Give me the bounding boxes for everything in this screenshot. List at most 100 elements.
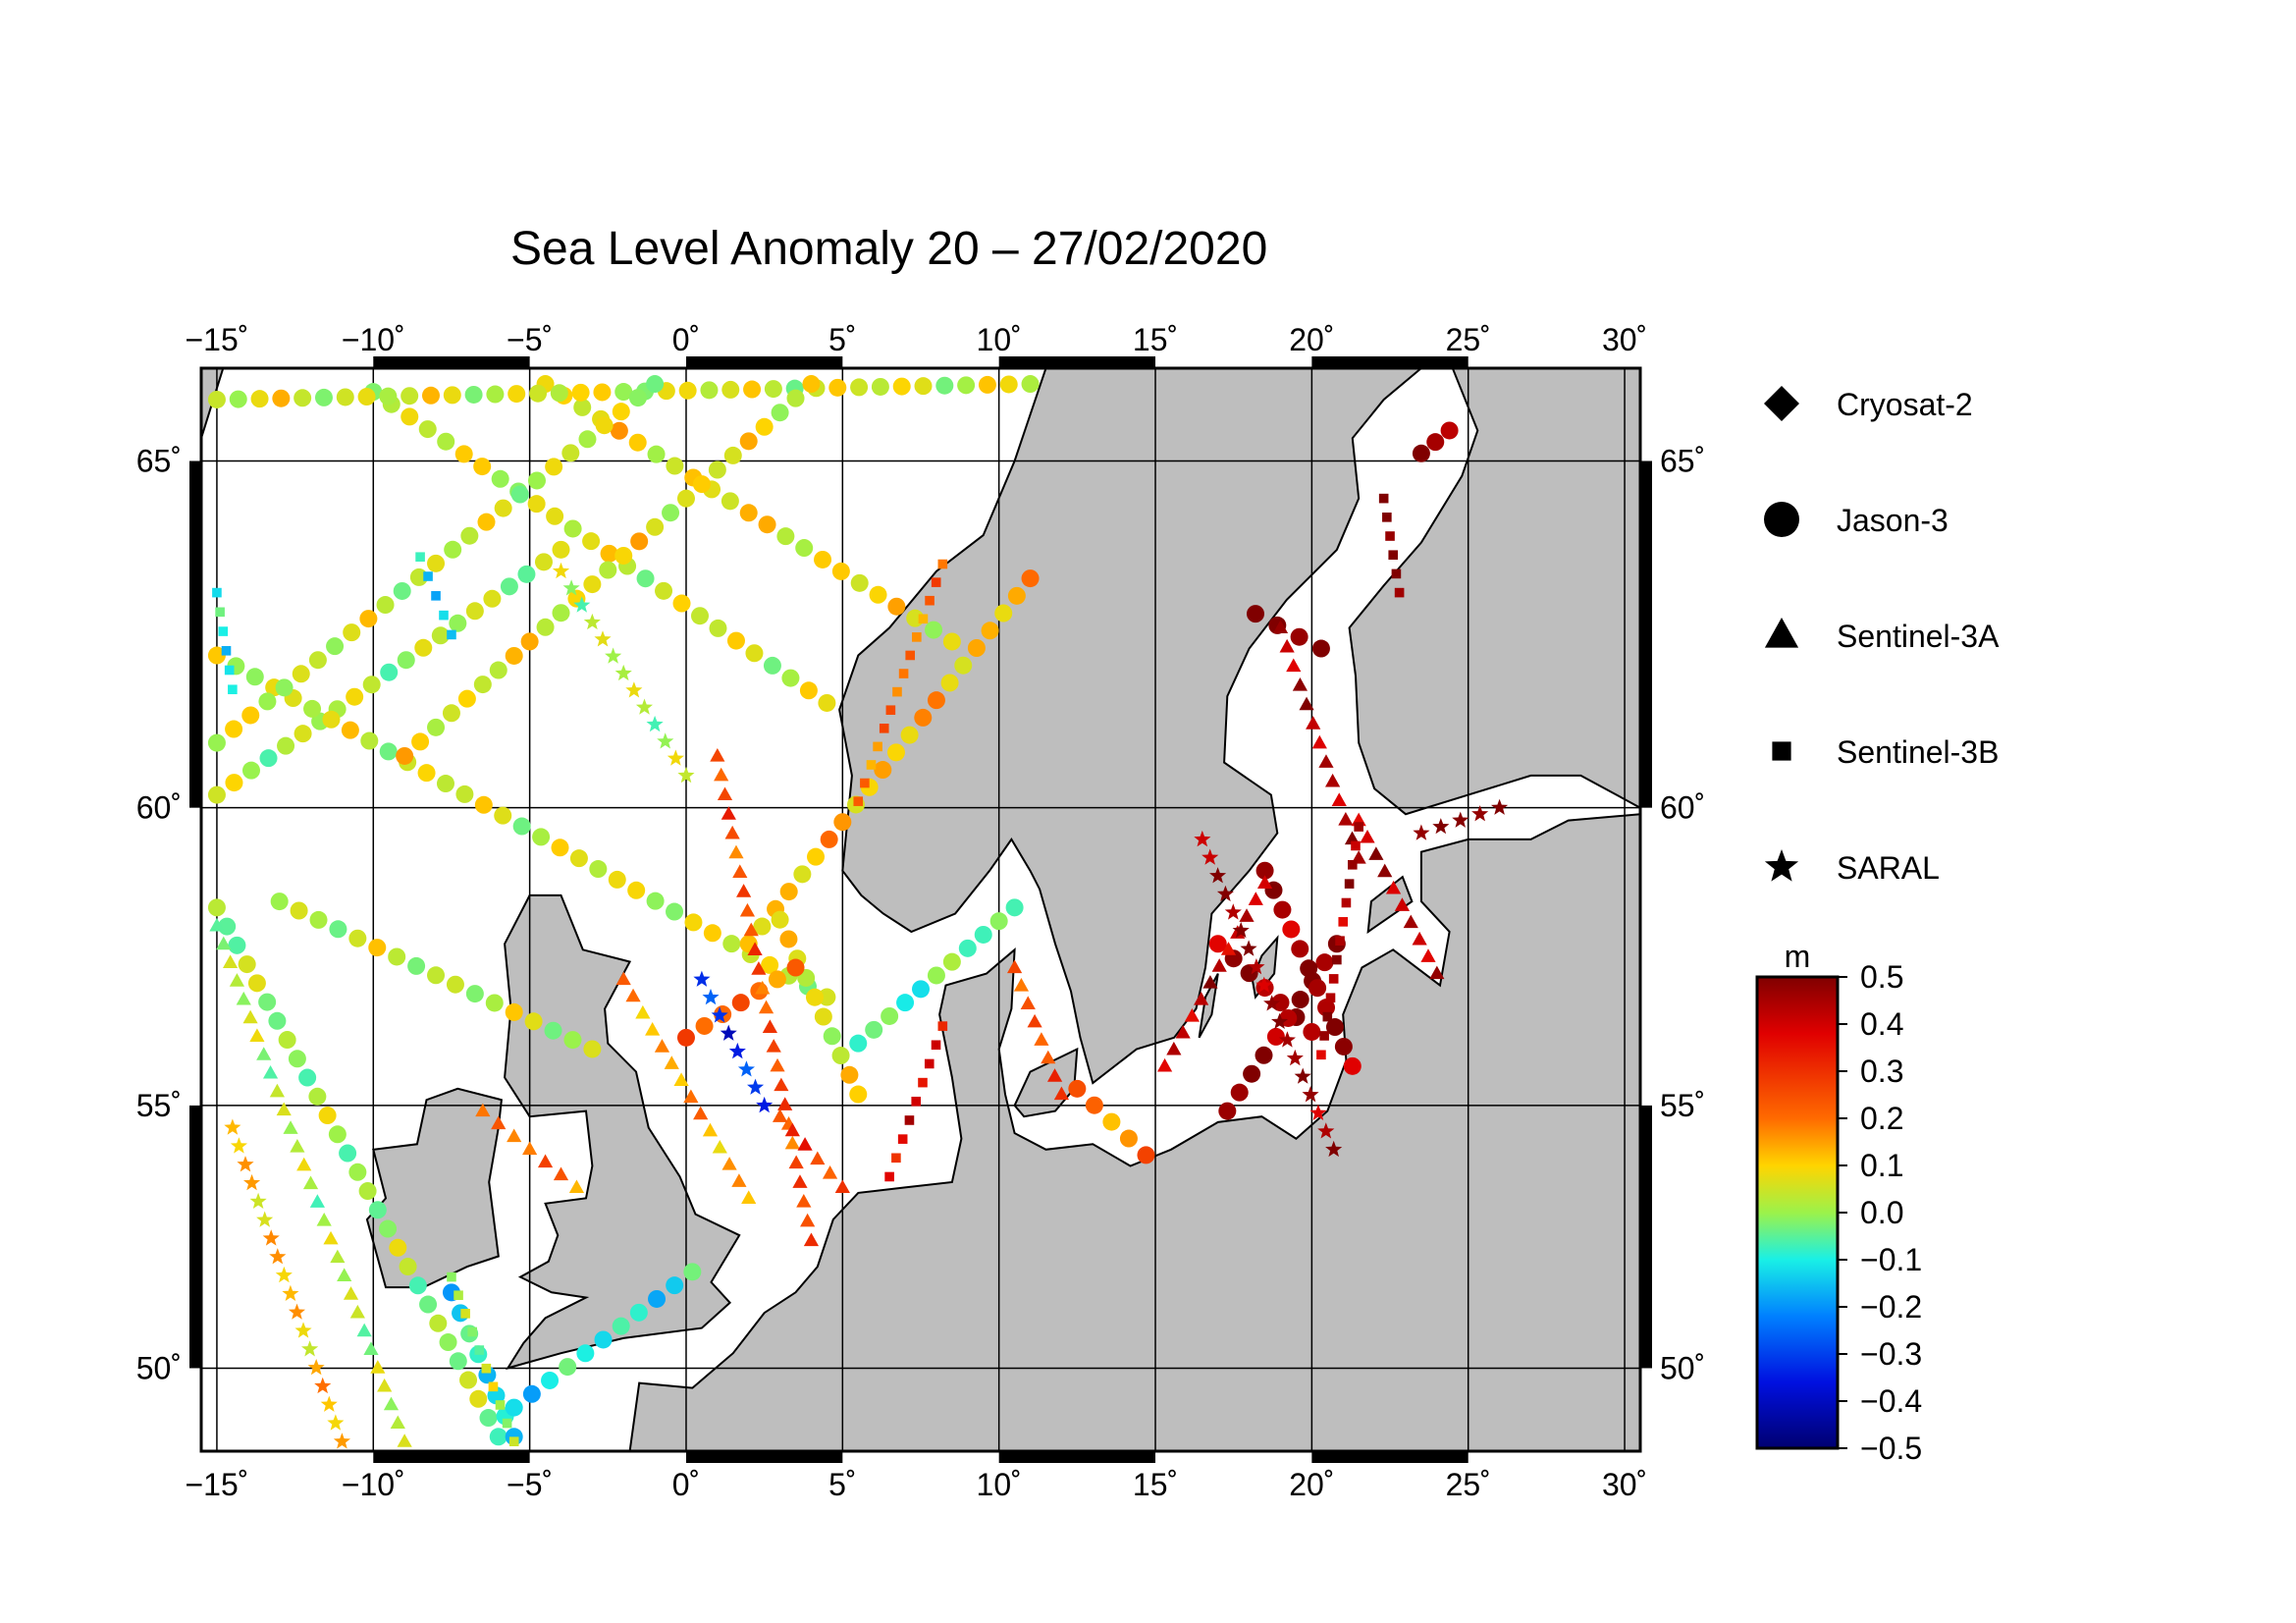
observation-circle (914, 377, 933, 396)
lon-tick-label-top: −15˚ (185, 322, 248, 357)
legend-symbol-diamond (1764, 386, 1799, 421)
observation-circle (646, 892, 665, 910)
observation-star (562, 579, 580, 596)
observation-triangle (736, 884, 752, 897)
observation-circle (294, 725, 312, 743)
lon-tick-label-bottom: −5˚ (507, 1467, 553, 1502)
observation-circle (763, 656, 781, 675)
observation-square (508, 1436, 519, 1447)
observation-circle (1308, 979, 1327, 998)
land-finland-russia (1348, 368, 1640, 816)
observation-circle (599, 561, 617, 579)
observation-circle (552, 604, 570, 622)
frame-bar-top (685, 356, 843, 368)
observation-triangle (1286, 658, 1302, 673)
observation-circle (850, 573, 869, 592)
observation-square (873, 741, 882, 752)
observation-circle (473, 458, 492, 476)
observation-circle (396, 746, 414, 765)
observation-triangle (262, 1064, 279, 1079)
observation-circle (900, 726, 919, 744)
track-jason-3-1 (207, 646, 836, 1006)
colorbar-tick-label: −0.3 (1860, 1336, 1922, 1372)
observation-circle (666, 1276, 684, 1295)
observation-circle (925, 621, 943, 639)
observation-circle (1311, 639, 1330, 658)
observation-circle (436, 775, 454, 793)
track-jason-3-19 (1255, 861, 1362, 1075)
observation-square (454, 1290, 463, 1301)
land-saaremaa (1366, 875, 1414, 935)
observation-triangle (683, 1089, 699, 1104)
observation-triangle (1007, 959, 1023, 974)
observation-circle (241, 761, 260, 780)
observation-square (1378, 493, 1389, 504)
observation-circle (507, 385, 526, 404)
observation-circle (849, 1034, 868, 1053)
observation-circle (308, 651, 327, 670)
observation-square (931, 1040, 941, 1051)
observation-circle (500, 577, 518, 596)
observation-circle (781, 669, 800, 687)
observation-circle (419, 1295, 438, 1314)
track-sentinel-3a-25 (615, 971, 757, 1204)
observation-circle (954, 656, 973, 675)
track-sentinel-3a-21 (209, 917, 412, 1447)
observation-circle (583, 575, 602, 594)
observation-circle (814, 550, 832, 568)
colorbar-tick-label: 0.0 (1860, 1195, 1903, 1230)
observation-star (1248, 958, 1265, 975)
track-sentinel-3a-28 (1272, 620, 1366, 864)
observation-triangle (1156, 1057, 1173, 1072)
observation-circle (1085, 1096, 1103, 1114)
lon-tick-label-bottom: 30˚ (1602, 1467, 1647, 1502)
observation-triangle (1420, 948, 1436, 962)
observation-triangle (1256, 875, 1273, 889)
observation-circle (442, 704, 460, 723)
observation-circle (379, 1219, 398, 1238)
observation-star (327, 1414, 345, 1431)
track-jason-3-0 (207, 540, 570, 804)
lon-tick-label-bottom: 10˚ (977, 1467, 1022, 1502)
observation-circle (563, 1031, 582, 1050)
observation-circle (444, 540, 462, 559)
frame-bar-top (998, 356, 1156, 368)
track-saral-40 (1194, 830, 1343, 1158)
observation-circle (474, 795, 493, 814)
observation-triangle (664, 1055, 679, 1069)
observation-square (460, 1309, 470, 1319)
observation-triangle (537, 1154, 554, 1168)
observation-circle (628, 433, 647, 452)
observation-triangle (1325, 773, 1341, 787)
observation-circle (647, 445, 666, 463)
lat-tick-label-right: 55˚ (1660, 1088, 1705, 1123)
observation-star (1216, 885, 1234, 901)
track-sentinel-3b-32 (447, 1271, 519, 1447)
observation-circle (510, 485, 529, 504)
track-sentinel-3a-27 (1156, 875, 1273, 1072)
observation-triangle (728, 844, 744, 859)
observation-star (1294, 1067, 1311, 1084)
observation-circle (225, 720, 243, 738)
observation-triangle (796, 1194, 812, 1208)
observation-triangle (522, 1141, 538, 1156)
track-sentinel-3b-34 (884, 1021, 948, 1182)
observation-circle (238, 955, 256, 974)
observation-star (294, 1322, 312, 1338)
track-jason-3-18 (1218, 935, 1346, 1120)
track-sentinel-3b-31 (415, 552, 456, 640)
lon-tick-label-top: 0˚ (672, 322, 700, 357)
observation-triangle (1311, 734, 1327, 749)
observation-circle (678, 381, 697, 400)
observation-circle (411, 732, 430, 751)
observation-circle (258, 692, 277, 711)
observation-circle (544, 1021, 562, 1040)
land-oland (1198, 973, 1219, 1039)
observation-triangle (269, 1083, 285, 1098)
observation-circle (1325, 1018, 1344, 1037)
observation-circle (437, 432, 455, 451)
observation-square (879, 724, 889, 733)
observation-square (502, 1418, 512, 1429)
observation-star (711, 1006, 728, 1023)
frame-ticks (189, 356, 1652, 1463)
